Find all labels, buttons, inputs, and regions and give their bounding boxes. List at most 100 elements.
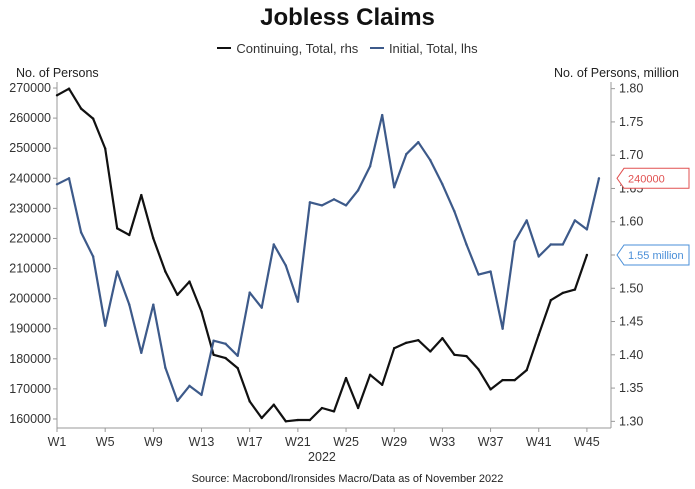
data-point-initial bbox=[296, 300, 300, 303]
data-point-continuing bbox=[284, 420, 288, 423]
data-point-continuing bbox=[212, 353, 215, 357]
series-line-initial bbox=[56, 113, 601, 402]
data-point-initial bbox=[332, 198, 336, 201]
x-axis-caption: 2022 bbox=[308, 450, 336, 464]
right-tick-label: 1.30 bbox=[619, 414, 643, 428]
data-point-continuing bbox=[356, 406, 360, 410]
data-point-initial bbox=[284, 264, 288, 267]
data-point-initial bbox=[116, 270, 119, 273]
data-point-initial bbox=[417, 140, 420, 144]
data-point-initial bbox=[585, 228, 589, 231]
data-point-initial bbox=[453, 210, 456, 213]
data-point-initial bbox=[320, 204, 324, 207]
data-point-continuing bbox=[549, 299, 552, 302]
right-tick-label: 1.35 bbox=[619, 381, 643, 395]
legend-item-initial: Initial, Total, lhs bbox=[369, 40, 478, 56]
end-label-initial-box bbox=[616, 167, 690, 189]
data-point-continuing bbox=[296, 418, 300, 422]
data-point-continuing bbox=[489, 388, 492, 391]
x-tick-label: W9 bbox=[144, 435, 163, 449]
data-point-continuing bbox=[272, 403, 275, 406]
left-tick-label: 240000 bbox=[9, 171, 51, 185]
data-point-initial bbox=[525, 219, 528, 222]
left-tick-label: 160000 bbox=[9, 412, 51, 426]
data-point-initial bbox=[561, 243, 565, 246]
data-point-initial bbox=[200, 393, 203, 397]
data-point-initial bbox=[465, 243, 468, 246]
data-point-initial bbox=[549, 243, 552, 246]
data-point-initial bbox=[248, 291, 251, 294]
data-point-continuing bbox=[573, 288, 577, 291]
data-point-continuing bbox=[152, 237, 155, 240]
data-point-continuing bbox=[344, 376, 348, 380]
data-point-initial bbox=[429, 159, 432, 162]
left-tick-label: 230000 bbox=[9, 201, 51, 215]
end-label-initial: 240000 bbox=[628, 173, 665, 185]
left-tick-label: 220000 bbox=[9, 231, 51, 245]
right-tick-label: 1.50 bbox=[619, 281, 643, 295]
data-point-initial bbox=[308, 201, 312, 204]
data-point-initial bbox=[272, 243, 275, 246]
data-point-continuing bbox=[140, 193, 143, 197]
data-point-initial bbox=[405, 153, 408, 156]
data-point-initial bbox=[55, 183, 59, 186]
end-label-continuing: 1.55 million bbox=[628, 250, 684, 262]
data-point-initial bbox=[597, 177, 601, 180]
data-point-initial bbox=[176, 399, 179, 403]
legend-label-initial: Initial, Total, lhs bbox=[388, 40, 478, 56]
right-tick-label: 1.45 bbox=[619, 315, 643, 329]
data-point-continuing bbox=[405, 341, 408, 345]
data-point-continuing bbox=[585, 253, 589, 257]
left-tick-label: 250000 bbox=[9, 141, 51, 155]
data-point-continuing bbox=[332, 410, 336, 413]
left-axis-title: No. of Persons bbox=[16, 66, 99, 80]
chart-legend: Continuing, Total, rhs Initial, Total, l… bbox=[0, 37, 695, 56]
right-tick-label: 1.75 bbox=[619, 115, 643, 129]
data-point-initial bbox=[140, 351, 143, 354]
x-tick-label: W45 bbox=[574, 435, 600, 449]
data-point-initial bbox=[441, 183, 444, 186]
chart-source: Source: Macrobond/Ironsides Macro/Data a… bbox=[191, 473, 504, 485]
data-point-continuing bbox=[260, 416, 263, 420]
data-point-initial bbox=[344, 204, 348, 207]
data-point-continuing bbox=[465, 354, 468, 358]
data-point-initial bbox=[501, 327, 504, 330]
data-point-continuing bbox=[477, 368, 480, 371]
data-point-continuing bbox=[537, 333, 540, 337]
x-tick-label: W21 bbox=[285, 435, 311, 449]
data-point-continuing bbox=[91, 117, 95, 120]
data-point-continuing bbox=[368, 373, 372, 376]
left-tick-label: 270000 bbox=[9, 81, 51, 95]
data-point-continuing bbox=[380, 383, 384, 386]
data-point-continuing bbox=[248, 400, 251, 403]
data-point-initial bbox=[224, 342, 227, 345]
data-point-initial bbox=[91, 255, 95, 258]
data-point-continuing bbox=[224, 356, 227, 360]
x-tick-label: W33 bbox=[430, 435, 456, 449]
x-tick-label: W41 bbox=[526, 435, 552, 449]
data-point-continuing bbox=[128, 233, 131, 237]
data-point-continuing bbox=[429, 350, 432, 353]
data-point-continuing bbox=[164, 270, 167, 273]
data-point-continuing bbox=[79, 107, 83, 110]
data-point-initial bbox=[260, 306, 263, 309]
right-tick-label: 1.70 bbox=[619, 148, 643, 162]
x-tick-label: W17 bbox=[237, 435, 263, 449]
x-tick-label: W13 bbox=[189, 435, 215, 449]
data-point-initial bbox=[212, 339, 215, 342]
data-point-continuing bbox=[67, 87, 71, 90]
data-point-continuing bbox=[525, 368, 528, 372]
data-point-continuing bbox=[453, 353, 456, 357]
data-point-continuing bbox=[116, 227, 119, 230]
left-tick-label: 210000 bbox=[9, 262, 51, 276]
data-point-continuing bbox=[308, 418, 312, 422]
data-point-continuing bbox=[441, 336, 444, 340]
left-tick-label: 170000 bbox=[9, 382, 51, 396]
data-point-initial bbox=[356, 189, 360, 192]
data-point-initial bbox=[188, 384, 191, 388]
data-point-initial bbox=[573, 219, 577, 222]
legend-label-continuing: Continuing, Total, rhs bbox=[236, 40, 359, 56]
data-point-continuing bbox=[513, 378, 516, 382]
data-point-continuing bbox=[176, 293, 179, 297]
